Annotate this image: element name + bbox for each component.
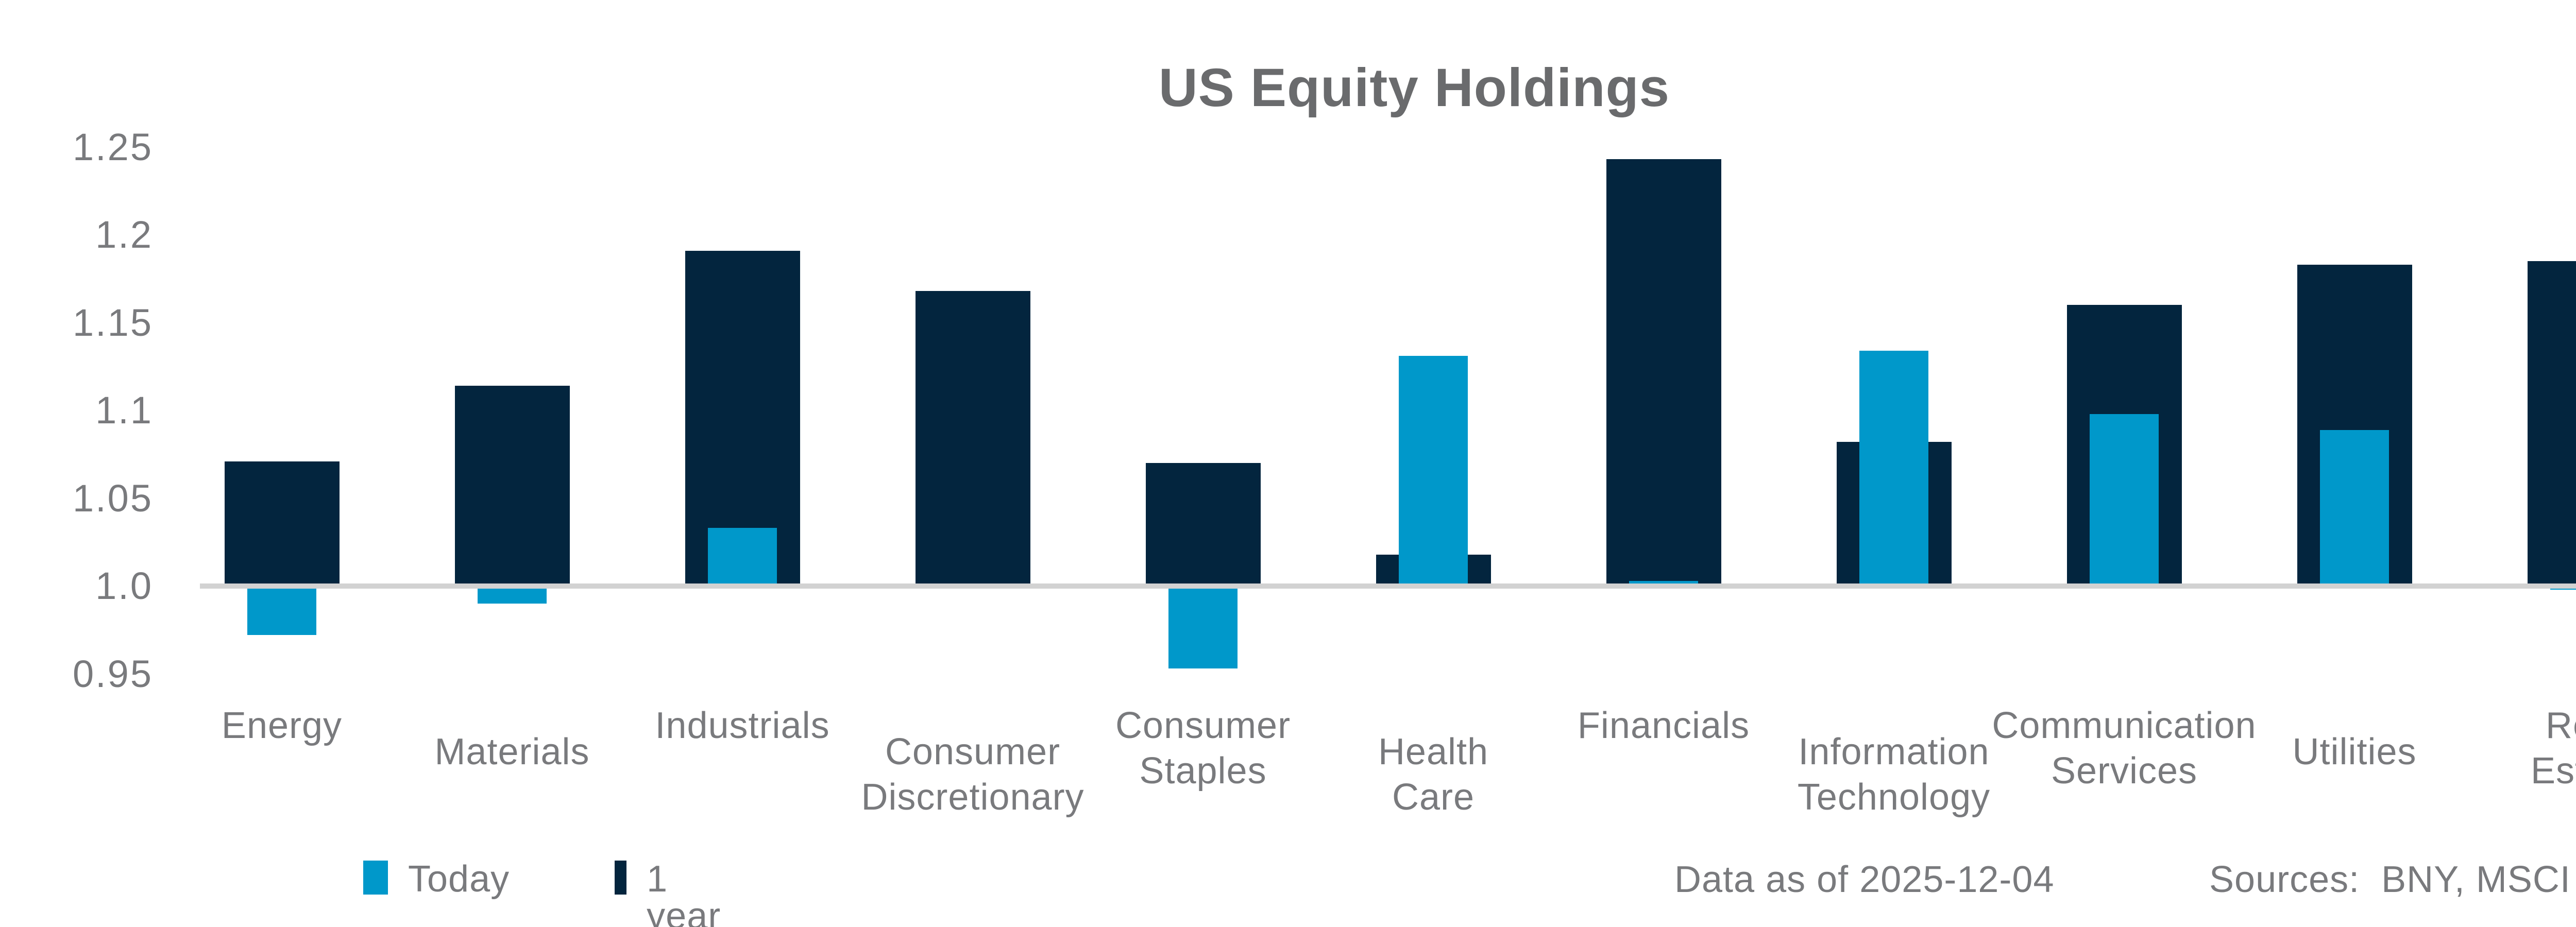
legend-label-1-year-ago: 1 year ago [647, 859, 721, 927]
category-label-health-care: Health Care [1378, 731, 1489, 818]
legend-item-1-year-ago: 1 year ago [615, 861, 734, 927]
category-label-communication-services: Communication Services [1992, 705, 2257, 792]
legend-label-today: Today [408, 859, 510, 900]
bar-1-year-ago-consumer-staples [1145, 463, 1261, 586]
y-tick-label-1.25: 1.25 [72, 125, 153, 168]
category-label-industrials: Industrials [655, 705, 830, 746]
bar-today-utilities [2320, 430, 2389, 586]
bar-1-year-ago-materials [454, 386, 570, 586]
bar-today-communication-services [2090, 414, 2159, 586]
year-ago-swatch-icon [615, 861, 627, 895]
bar-1-year-ago-real-estate [2527, 261, 2576, 586]
data-as-of-note: Data as of 2025-12-04 [1674, 859, 2055, 900]
sources-note: Sources: BNY, MSCI [2209, 859, 2571, 900]
y-tick-label-1.0: 1.0 [95, 564, 153, 607]
bar-today-health-care [1399, 356, 1468, 586]
bar-today-materials [478, 586, 547, 604]
bar-today-financials [1629, 580, 1698, 586]
y-tick-label-1.1: 1.1 [95, 389, 153, 432]
bar-today-energy [247, 586, 316, 636]
category-label-real-estate: RealEstate [2530, 705, 2576, 792]
bar-today-information-technology [1859, 351, 1928, 586]
y-tick-label-1.15: 1.15 [72, 301, 153, 344]
category-label-information-technology: Information Technology [1797, 731, 1991, 818]
baseline-gridline [200, 583, 2576, 589]
chart-title: US Equity Holdings [1158, 58, 1670, 118]
legend-item-today: Today [363, 861, 510, 898]
bar-1-year-ago-consumer-discretionary [915, 291, 1030, 586]
today-swatch-icon [363, 861, 388, 895]
bar-1-year-ago-energy [224, 461, 340, 586]
category-label-consumer-staples: Consumer Staples [1115, 705, 1291, 792]
y-tick-label-1.2: 1.2 [95, 213, 153, 256]
category-label-consumer-discretionary: Consumer Discretionary [861, 731, 1084, 818]
bar-today-consumer-staples [1168, 586, 1238, 669]
category-label-energy: Energy [221, 705, 343, 746]
category-label-financials: Financials [1577, 705, 1750, 746]
bar-1-year-ago-financials [1606, 159, 1721, 586]
category-label-utilities: Utilities [2292, 731, 2417, 772]
bar-today-industrials [708, 528, 777, 586]
y-tick-label-0.95: 0.95 [72, 652, 153, 695]
y-tick-label-1.05: 1.05 [72, 476, 153, 520]
category-label-materials: Materials [434, 731, 590, 772]
